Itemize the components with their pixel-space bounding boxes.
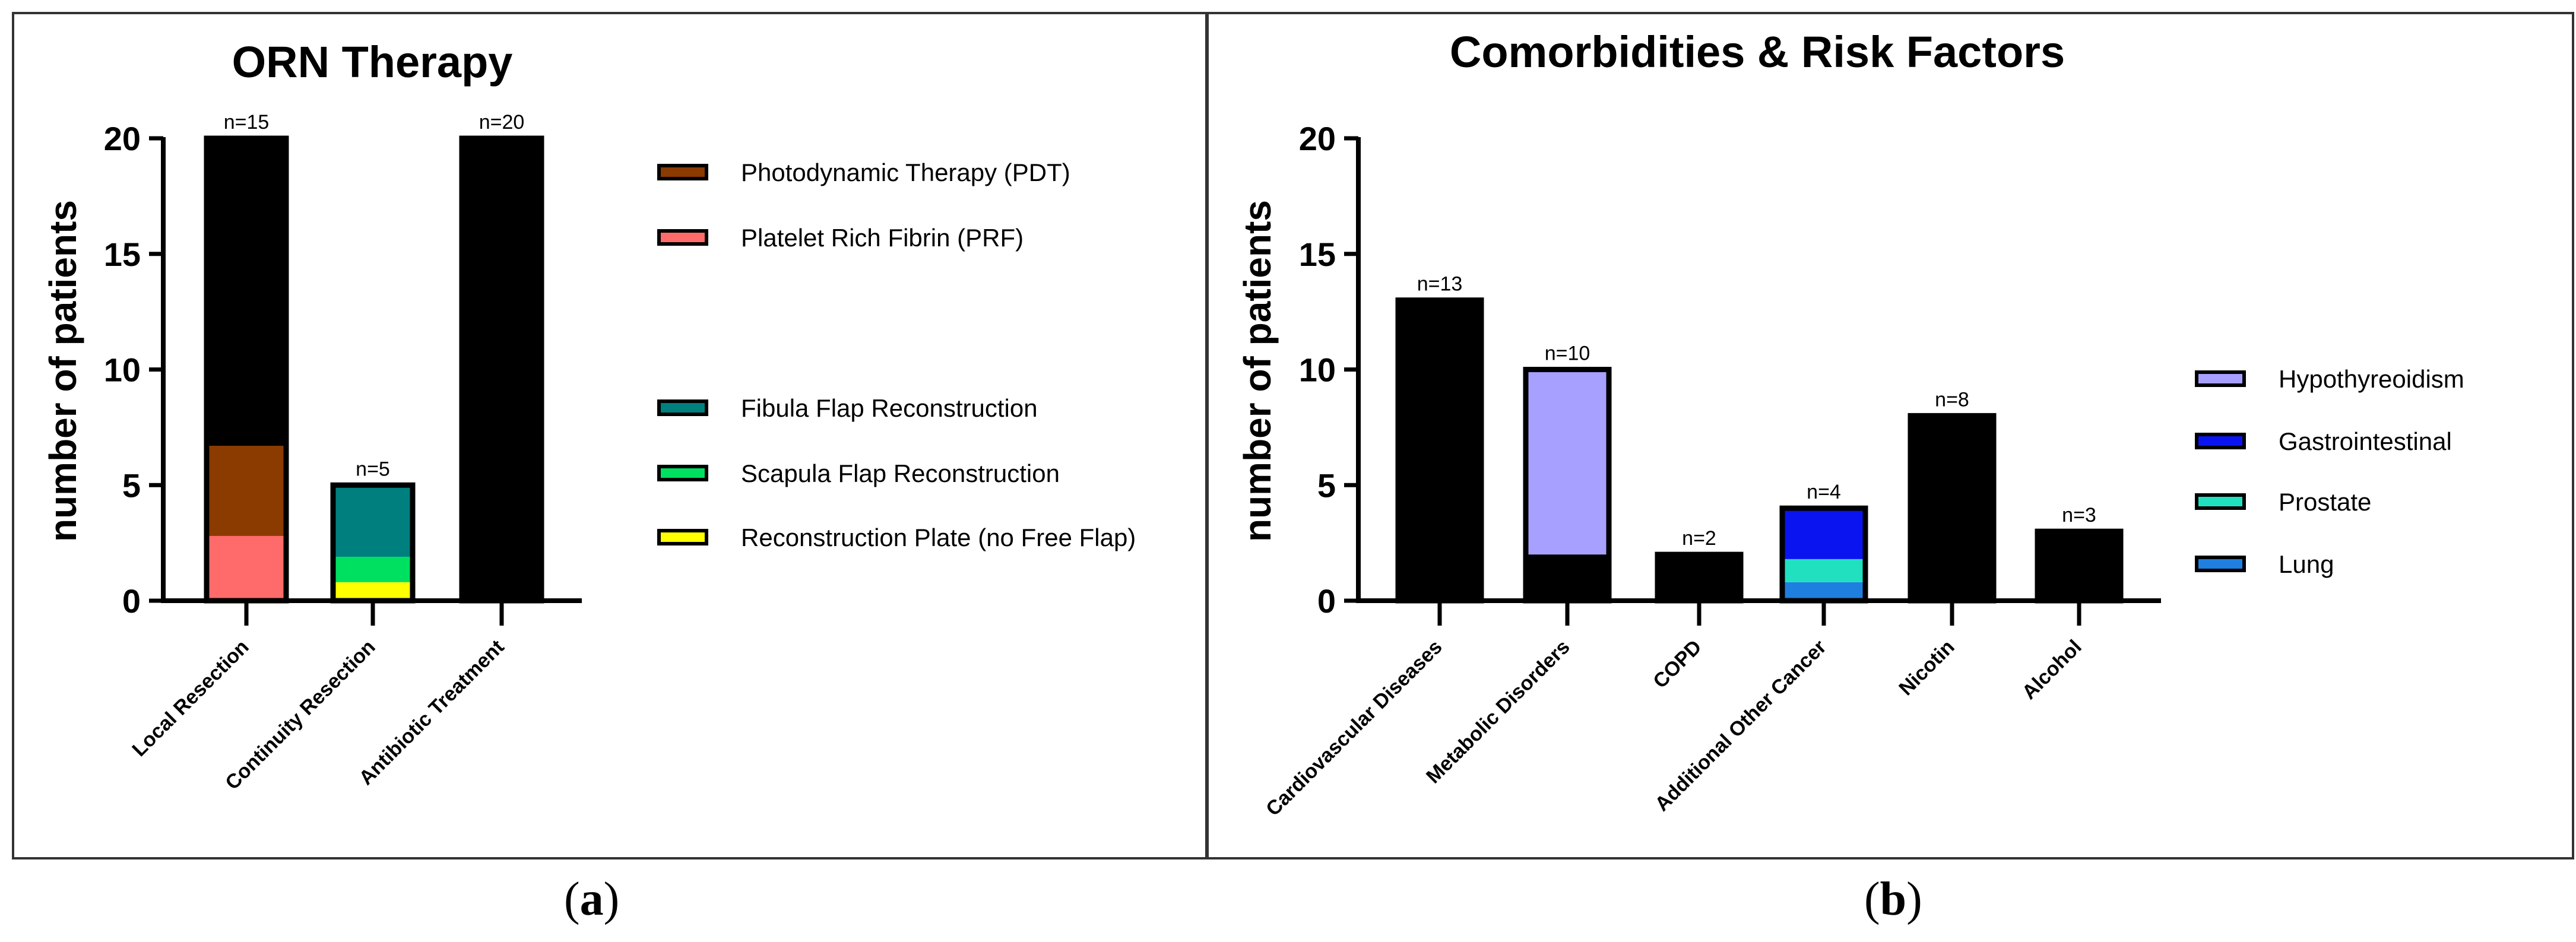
panel-a-frame: [12, 12, 1209, 859]
chart-b-data-label: n=2: [1682, 527, 1716, 550]
chart-b-category-label: Cardiovascular Diseases: [1262, 636, 1447, 821]
chart-a-legend-swatch-scapula-flap-reconstruction: [657, 465, 708, 481]
chart-a-data-label: n=15: [224, 111, 270, 134]
chart-b-ytick-label: 10: [1299, 351, 1336, 389]
chart-b-data-label: n=4: [1807, 481, 1841, 503]
chart-a-bar-continuity-resection-reconstruction-plate-no-free-flap: [333, 582, 413, 601]
chart-a-ytick-label: 5: [122, 467, 141, 504]
chart-b-bar-additional-other-cancer-prostate: [1782, 559, 1865, 582]
chart-b-legend-label-hypothyreoidism: Hypothyreoidism: [2279, 365, 2464, 393]
chart-b-bar-nicotin-other: [1910, 416, 1994, 601]
chart-b-category-label: Nicotin: [1894, 636, 1959, 700]
chart-a-legend-swatch-reconstruction-plate-no-free-flap: [657, 529, 708, 545]
chart-a-data-label: n=20: [479, 111, 525, 134]
chart-a-bar-continuity-resection-fibula-flap-reconstruction: [333, 485, 413, 557]
chart-b-category-label: Alcohol: [2018, 636, 2086, 704]
chart-b-bar-metabolic-disorders-hypothyreoidism: [1526, 369, 1609, 555]
chart-b-bar-additional-other-cancer-gastrointestinal: [1782, 508, 1865, 559]
chart-b-bar-copd-other: [1658, 554, 1741, 601]
chart-a-bar-continuity-resection-scapula-flap-reconstruction: [333, 556, 413, 582]
chart-a-legend-swatch-photodynamic-therapy-pdt: [657, 164, 708, 180]
chart-a-title: ORN Therapy: [232, 37, 513, 87]
chart-a-bar-antibiotic-treatment-other: [462, 138, 541, 601]
chart-b-bar-additional-other-cancer-lung: [1782, 582, 1865, 601]
caption-a: (a): [564, 873, 620, 925]
chart-b-data-label: n=13: [1417, 273, 1463, 296]
caption-b-letter: b: [1880, 873, 1907, 925]
chart-a-bar-local-resection-other: [207, 138, 286, 446]
chart-b-title: Comorbidities & Risk Factors: [1450, 27, 2065, 77]
caption-a-letter: a: [579, 873, 604, 925]
chart-b-legend-swatch-prostate: [2195, 493, 2246, 510]
chart-a-bar-local-resection-platelet-rich-fibrin-prf: [207, 535, 286, 601]
chart-b-ytick-label: 20: [1299, 120, 1336, 157]
chart-b-bar-metabolic-disorders-other: [1526, 554, 1609, 601]
chart-b-legend-label-prostate: Prostate: [2279, 488, 2371, 516]
chart-b-legend-label-gastrointestinal: Gastrointestinal: [2279, 427, 2452, 455]
caption-b: (b): [1864, 873, 1922, 925]
chart-a-legend-label-platelet-rich-fibrin-prf: Platelet Rich Fibrin (PRF): [741, 224, 1024, 252]
chart-a-ytick-label: 15: [104, 236, 141, 273]
chart-a-legend-swatch-platelet-rich-fibrin-prf: [657, 229, 708, 246]
chart-b-ylabel: number of patients: [1236, 200, 1279, 542]
chart-b-category-label: Metabolic Disorders: [1422, 636, 1574, 788]
chart-b-data-label: n=8: [1935, 388, 1969, 411]
chart-a-ytick-label: 10: [104, 351, 141, 389]
chart-a-bar-local-resection-photodynamic-therapy-pdt: [207, 446, 286, 536]
chart-b-legend-swatch-hypothyreoidism: [2195, 370, 2246, 387]
chart-a-legend-label-scapula-flap-reconstruction: Scapula Flap Reconstruction: [741, 459, 1060, 487]
chart-b-data-label: n=10: [1545, 342, 1590, 365]
chart-a-legend-label-reconstruction-plate-no-free-flap: Reconstruction Plate (no Free Flap): [741, 524, 1136, 551]
chart-b-data-label: n=3: [2062, 504, 2096, 526]
chart-a-ylabel: number of patients: [42, 200, 84, 542]
chart-a-category-label: Local Resection: [128, 636, 253, 761]
chart-a-ytick-label: 20: [104, 120, 141, 157]
chart-a-legend-swatch-fibula-flap-reconstruction: [657, 399, 708, 416]
chart-b-legend-label-lung: Lung: [2279, 550, 2334, 578]
chart-b-ytick-label: 15: [1299, 236, 1336, 273]
chart-a-legend-label-photodynamic-therapy-pdt: Photodynamic Therapy (PDT): [741, 158, 1070, 186]
chart-b-ytick-label: 5: [1317, 467, 1336, 504]
chart-a-data-label: n=5: [356, 458, 390, 480]
chart-a-category-label: Antibiotic Treatment: [354, 636, 508, 789]
chart-a-ytick-label: 0: [122, 582, 141, 620]
chart-a-legend-label-fibula-flap-reconstruction: Fibula Flap Reconstruction: [741, 394, 1038, 422]
chart-b-bar-alcohol-other: [2038, 531, 2121, 601]
chart-b-ytick-label: 0: [1317, 582, 1336, 620]
chart-b-legend-swatch-lung: [2195, 556, 2246, 572]
chart-b-category-label: COPD: [1649, 636, 1706, 693]
chart-b-legend-swatch-gastrointestinal: [2195, 433, 2246, 449]
panel-b-frame: [1205, 12, 2574, 859]
chart-b-bar-cardiovascular-diseases-other: [1398, 300, 1481, 601]
